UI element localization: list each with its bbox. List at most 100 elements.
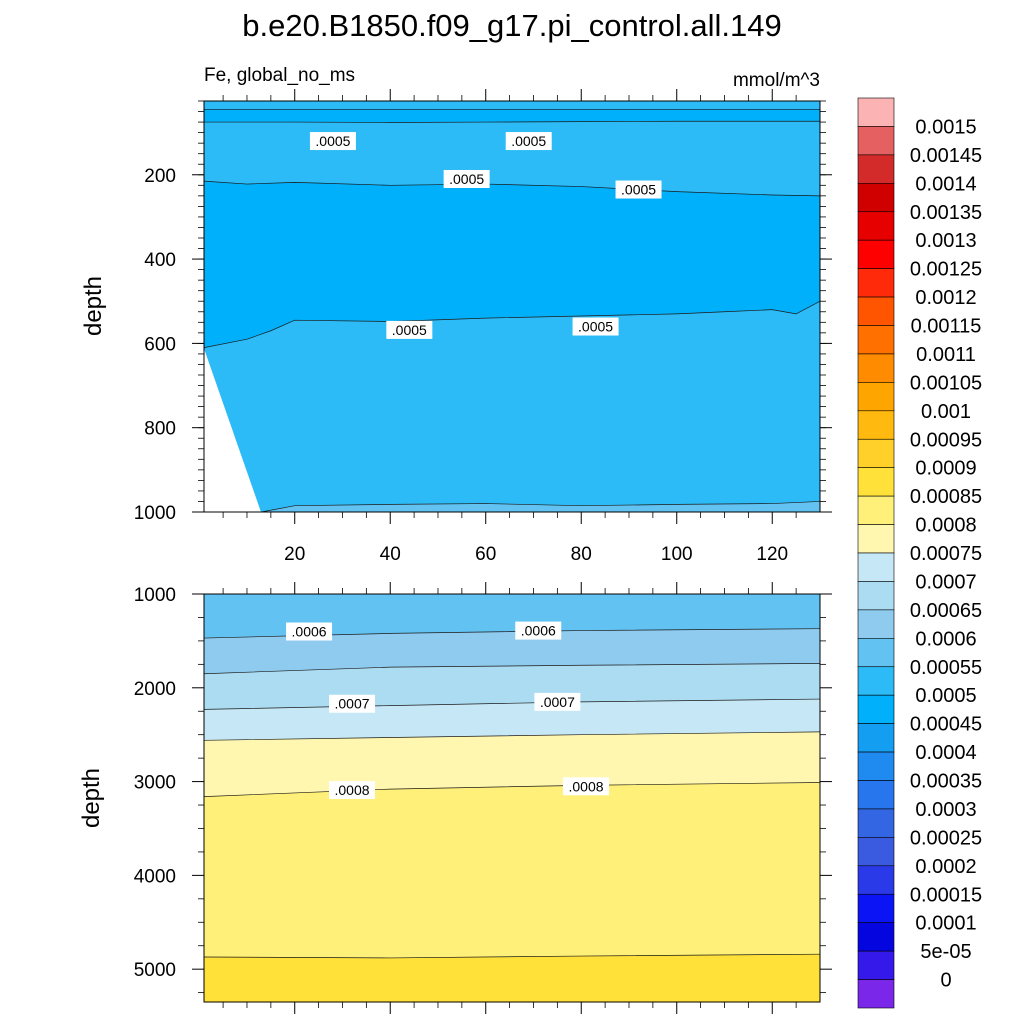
colorbar-box: [857, 353, 895, 383]
subtitle-right: mmol/m^3: [733, 70, 820, 91]
colorbar-label: 0.00075: [910, 543, 982, 565]
contour-label: .0008: [329, 781, 376, 800]
lower-plot-frame: [203, 593, 821, 1003]
colorbar-label: 0.0004: [915, 742, 976, 764]
contour-label-bg: [515, 621, 562, 640]
colorbar-box: [857, 524, 895, 554]
colorbar-box: [857, 979, 895, 1009]
x-tick-label: 20: [284, 544, 305, 565]
colorbar-box: [857, 865, 895, 895]
colorbar-label: 0.0006: [915, 628, 976, 650]
colorbar-box: [857, 97, 895, 127]
colorbar-label: 0.00065: [910, 600, 982, 622]
contour-label: .0006: [286, 622, 333, 641]
colorbar-box: [857, 296, 895, 326]
contour-line: [203, 300, 821, 348]
y-tick-label: 3000: [134, 773, 176, 794]
contour-fill-band: [203, 100, 821, 110]
lower-contour-labels: .0006 .0006 .0007 .0007 .0008 .0008: [286, 621, 610, 800]
contour-label-bg: [443, 169, 490, 188]
contour-label-bg: [615, 180, 662, 199]
contour-fill-band: [203, 953, 821, 1003]
colorbar-label: 0.0005: [915, 685, 976, 707]
colorbar-box: [857, 837, 895, 867]
contour-label-bg: [329, 781, 376, 800]
x-tick-label: 80: [571, 544, 592, 565]
colorbar-label: 0.00085: [910, 486, 982, 508]
colorbar-box: [857, 723, 895, 753]
lower-y-axis-label: depth: [78, 768, 105, 828]
colorbar-box: [857, 808, 895, 838]
colorbar-label: 0.00115: [911, 316, 982, 338]
y-tick-label: 800: [144, 419, 176, 440]
colorbar-label: 0.00035: [910, 771, 982, 793]
contour-label: .0005: [309, 132, 356, 151]
contour-label-bg: [563, 777, 610, 796]
colorbar-label: 0.0008: [915, 515, 976, 537]
lower-axis-ticks: 1000 2000 3000 4000 5000: [134, 582, 832, 1014]
colorbar-label: 0.00135: [910, 202, 982, 224]
colorbar-box: [857, 950, 895, 980]
contour-label-text: .0005: [392, 322, 427, 338]
y-tick-label: 2000: [134, 679, 176, 700]
contour-label-bg: [572, 317, 619, 336]
colorbar-box: [857, 183, 895, 213]
contour-label: .0005: [505, 132, 552, 151]
colorbar-box: [857, 922, 895, 952]
lower-panel: .0006 .0006 .0007 .0007 .0008 .0008 1000 2000 3…: [78, 582, 832, 1014]
contour-label-text: .0005: [621, 182, 656, 198]
colorbar-box: [857, 154, 895, 184]
y-tick-label: 1000: [134, 585, 176, 606]
colorbar-box: [857, 325, 895, 355]
x-tick-label: 60: [475, 544, 496, 565]
y-tick-label: 200: [144, 166, 176, 187]
colorbar-box: [857, 666, 895, 696]
contour-line: [204, 120, 820, 123]
colorbar-box: [857, 495, 895, 525]
y-tick-label: 400: [144, 250, 176, 271]
colorbar-label: 0.00025: [910, 827, 982, 849]
contour-label-text: .0005: [315, 133, 350, 149]
contour-label-text: .0005: [449, 171, 484, 187]
colorbar-label: 0.00055: [910, 657, 982, 679]
colorbar-label: 0.0011: [916, 344, 976, 366]
x-tick-label: 100: [661, 544, 693, 565]
contour-line: [203, 731, 821, 741]
colorbar-box: [857, 382, 895, 412]
colorbar-label: 0.0007: [915, 571, 976, 593]
colorbar-label: 0.0009: [915, 458, 976, 480]
colorbar-box: [857, 211, 895, 241]
upper-fills: [203, 100, 821, 513]
colorbar-box: [857, 239, 895, 269]
contour-label: .0005: [615, 180, 662, 199]
subtitle-left: Fe, global_no_ms: [204, 65, 355, 86]
contour-line: [203, 698, 821, 710]
contour-fill-band: [203, 782, 821, 959]
colorbar-label: 0.00095: [910, 429, 982, 451]
contour-label-text: .0005: [511, 133, 546, 149]
colorbar-boxes: [857, 97, 895, 1009]
contour-label-bg: [534, 692, 581, 711]
contour-label-text: .0006: [521, 623, 556, 639]
colorbar-label: 0.0002: [915, 856, 976, 878]
contour-line: [261, 501, 821, 513]
y-tick-label: 1000: [134, 503, 176, 524]
contour-line: [203, 953, 821, 959]
colorbar-box: [857, 609, 895, 639]
colorbar-box: [857, 638, 895, 668]
colorbar-label: 0.00145: [910, 145, 982, 167]
contour-label-text: .0008: [335, 782, 370, 798]
colorbar-label: 0.001: [921, 401, 971, 423]
contour-label: .0007: [534, 692, 581, 711]
colorbar-label: 0.0012: [915, 287, 976, 309]
chart-title: b.e20.B1850.f09_g17.pi_control.all.149: [242, 8, 782, 43]
contour-label: .0007: [329, 694, 376, 713]
upper-contour-labels: .0005 .0005 .0005 .0005 .0005 .0005: [309, 132, 662, 339]
colorbar-label: 0.0013: [915, 230, 976, 252]
colorbar-label: 0.0001: [915, 913, 976, 935]
upper-y-axis-label: depth: [80, 276, 107, 336]
contour-label-text: .0005: [578, 319, 613, 335]
contour-label-bg: [286, 622, 333, 641]
lower-fills: [203, 593, 821, 1003]
